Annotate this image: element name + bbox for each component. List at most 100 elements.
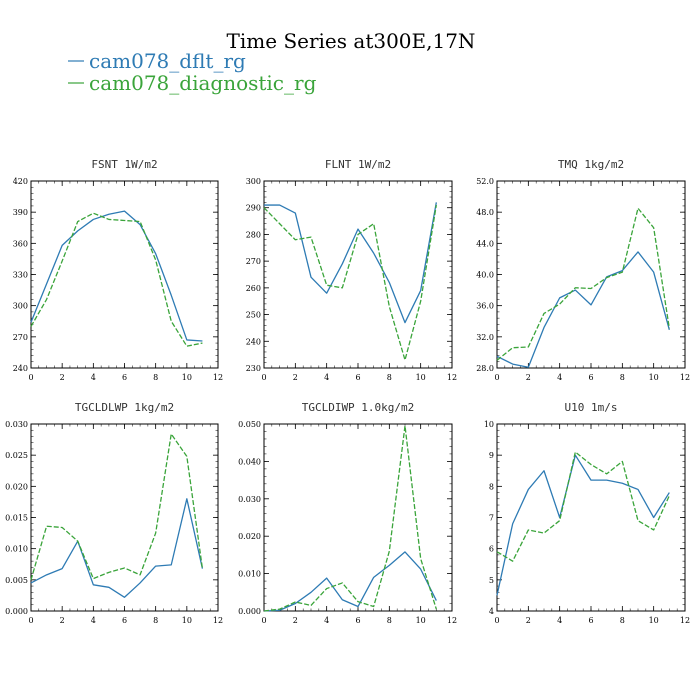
x-tick-label-tmq: 4 <box>557 373 562 382</box>
series-line-cam078-diagnostic-rg-flnt <box>263 204 437 361</box>
y-tick-label-tmq: 36.0 <box>476 302 494 311</box>
x-tick-label-tgcldlwp: 12 <box>213 616 223 625</box>
panel-frame-tgcldlwp <box>30 423 219 612</box>
y-tick-label-fsnt: 330 <box>13 271 28 280</box>
x-tick-label-u10: 4 <box>557 616 562 625</box>
y-tick-label-flnt: 280 <box>246 230 261 239</box>
y-tick-label-u10: 8 <box>489 482 494 491</box>
panel-title-u10: U10 1m/s <box>565 401 618 414</box>
x-tick-label-flnt: 10 <box>416 373 426 382</box>
legend-label-dflt: cam078_dflt_rg <box>89 49 246 73</box>
x-tick-label-tmq: 10 <box>649 373 659 382</box>
legend-label-diagnostic: cam078_diagnostic_rg <box>89 71 317 95</box>
x-tick-label-tmq: 6 <box>588 373 593 382</box>
x-tick-label-tgcldiwp: 6 <box>355 616 360 625</box>
panel-frame-u10 <box>496 423 686 612</box>
panel-flnt: FLNT 1W/m2 0 2 4 6 8 10 12 230 240 250 260 270 280 290… <box>246 158 457 382</box>
x-tick-label-tgcldlwp: 8 <box>153 616 158 625</box>
x-tick-label-flnt: 0 <box>261 373 266 382</box>
y-tick-label-flnt: 270 <box>246 257 261 266</box>
x-tick-label-fsnt: 10 <box>182 373 192 382</box>
y-tick-label-u10: 4 <box>489 607 494 616</box>
series-line-cam078-dflt-rg-tgcldlwp <box>30 498 204 598</box>
series-line-cam078-diagnostic-rg-u10 <box>496 451 670 562</box>
x-tick-label-tgcldiwp: 12 <box>447 616 457 625</box>
y-tick-label-u10: 10 <box>484 420 494 429</box>
y-tick-label-tgcldiwp: 0.020 <box>238 532 261 541</box>
x-tick-label-tgcldiwp: 8 <box>387 616 392 625</box>
series-line-cam078-dflt-rg-tmq <box>496 251 670 368</box>
x-tick-label-tgcldiwp: 4 <box>324 616 329 625</box>
x-tick-label-tmq: 2 <box>526 373 531 382</box>
x-tick-label-tgcldiwp: 0 <box>261 616 266 625</box>
y-tick-label-fsnt: 360 <box>13 239 28 248</box>
series-line-cam078-dflt-rg-u10 <box>496 454 670 596</box>
panel-title-tmq: TMQ 1kg/m2 <box>558 158 624 171</box>
x-tick-label-tgcldlwp: 0 <box>28 616 33 625</box>
panels: FSNT 1W/m20 2 4 6 8 10 12240270300330360390420… <box>5 158 690 625</box>
figure-title: Time Series at300E,17N <box>227 29 476 53</box>
y-tick-label-fsnt: 240 <box>13 364 28 373</box>
y-tick-label-fsnt: 270 <box>13 333 28 342</box>
y-tick-label-flnt: 250 <box>246 311 261 320</box>
y-tick-label-flnt: 260 <box>246 284 261 293</box>
y-tick-label-u10: 9 <box>489 451 494 460</box>
y-tick-label-tgcldlwp: 0.005 <box>5 576 28 585</box>
x-tick-label-u10: 8 <box>620 616 625 625</box>
panel-fsnt: FSNT 1W/m2 0 2 4 6 8 10 12 240 270 300 330 360 390 420 <box>13 158 223 382</box>
series-line-cam078-dflt-rg-tgcldiwp <box>263 551 437 612</box>
x-tick-label-tgcldlwp: 4 <box>91 616 96 625</box>
x-tick-label-tgcldiwp: 2 <box>293 616 298 625</box>
x-tick-label-tmq: 12 <box>680 373 690 382</box>
y-tick-label-u10: 6 <box>489 545 494 554</box>
y-tick-label-tmq: 48.0 <box>476 208 494 217</box>
x-tick-label-fsnt: 12 <box>213 373 223 382</box>
panel-frame-tgcldiwp <box>263 423 453 612</box>
y-tick-label-tgcldlwp: 0.000 <box>5 607 28 616</box>
panel-tgcldlwp: TGCLDLWP 1kg/m2 0 2 4 6 8 10 12 0.000 0.005 0.010 0… <box>5 401 223 625</box>
y-tick-label-u10: 7 <box>489 514 494 523</box>
x-tick-label-tgcldiwp: 10 <box>416 616 426 625</box>
x-tick-label-flnt: 12 <box>447 373 457 382</box>
y-tick-label-tgcldlwp: 0.025 <box>5 451 28 460</box>
panel-title-fsnt: FSNT 1W/m2 <box>91 158 157 171</box>
series-line-cam078-dflt-rg-flnt <box>264 202 437 324</box>
x-tick-label-fsnt: 6 <box>122 373 127 382</box>
series-line-cam078-dflt-rg-fsnt <box>30 210 203 342</box>
x-tick-label-tgcldlwp: 6 <box>122 616 127 625</box>
x-tick-label-tmq: 8 <box>620 373 625 382</box>
x-tick-label-fsnt: 4 <box>91 373 96 382</box>
y-tick-label-tgcldiwp: 0.050 <box>238 420 261 429</box>
y-tick-label-flnt: 230 <box>246 364 261 373</box>
series-line-cam078-diagnostic-rg-fsnt <box>30 212 203 347</box>
series-line-cam078-diagnostic-rg-tgcldlwp <box>30 433 204 581</box>
y-tick-label-tgcldiwp: 0.010 <box>238 570 261 579</box>
y-tick-label-tgcldlwp: 0.015 <box>5 514 28 523</box>
y-tick-label-fsnt: 300 <box>13 302 28 311</box>
x-tick-label-u10: 10 <box>649 616 659 625</box>
panel-title-tgcldiwp: TGCLDIWP 1.0kg/m2 <box>302 401 415 414</box>
panel-title-flnt: FLNT 1W/m2 <box>325 158 391 171</box>
y-tick-label-flnt: 300 <box>246 177 261 186</box>
y-tick-label-tgcldlwp: 0.010 <box>5 545 28 554</box>
x-tick-label-u10: 0 <box>494 616 499 625</box>
panel-title-tgcldlwp: TGCLDLWP 1kg/m2 <box>75 401 174 414</box>
y-tick-label-tmq: 52.0 <box>476 177 494 186</box>
y-tick-label-tgcldlwp: 0.030 <box>5 420 28 429</box>
y-tick-label-tgcldiwp: 0.040 <box>238 457 261 466</box>
x-tick-label-flnt: 8 <box>387 373 392 382</box>
x-tick-label-u10: 2 <box>526 616 531 625</box>
x-tick-label-fsnt: 2 <box>60 373 65 382</box>
y-tick-label-tmq: 28.0 <box>476 364 494 373</box>
x-tick-label-tgcldlwp: 2 <box>60 616 65 625</box>
panel-tmq: TMQ 1kg/m2 0 2 4 6 8 10 12 28.0 32.0 36.0 40.0 44.0 4… <box>476 158 690 382</box>
x-tick-label-u10: 6 <box>588 616 593 625</box>
y-tick-label-tgcldlwp: 0.020 <box>5 482 28 491</box>
x-tick-label-fsnt: 8 <box>153 373 158 382</box>
x-tick-label-fsnt: 0 <box>28 373 33 382</box>
y-tick-label-fsnt: 390 <box>13 208 28 217</box>
y-tick-label-tmq: 32.0 <box>476 333 494 342</box>
y-tick-label-tmq: 44.0 <box>476 239 494 248</box>
x-tick-label-flnt: 2 <box>293 373 298 382</box>
